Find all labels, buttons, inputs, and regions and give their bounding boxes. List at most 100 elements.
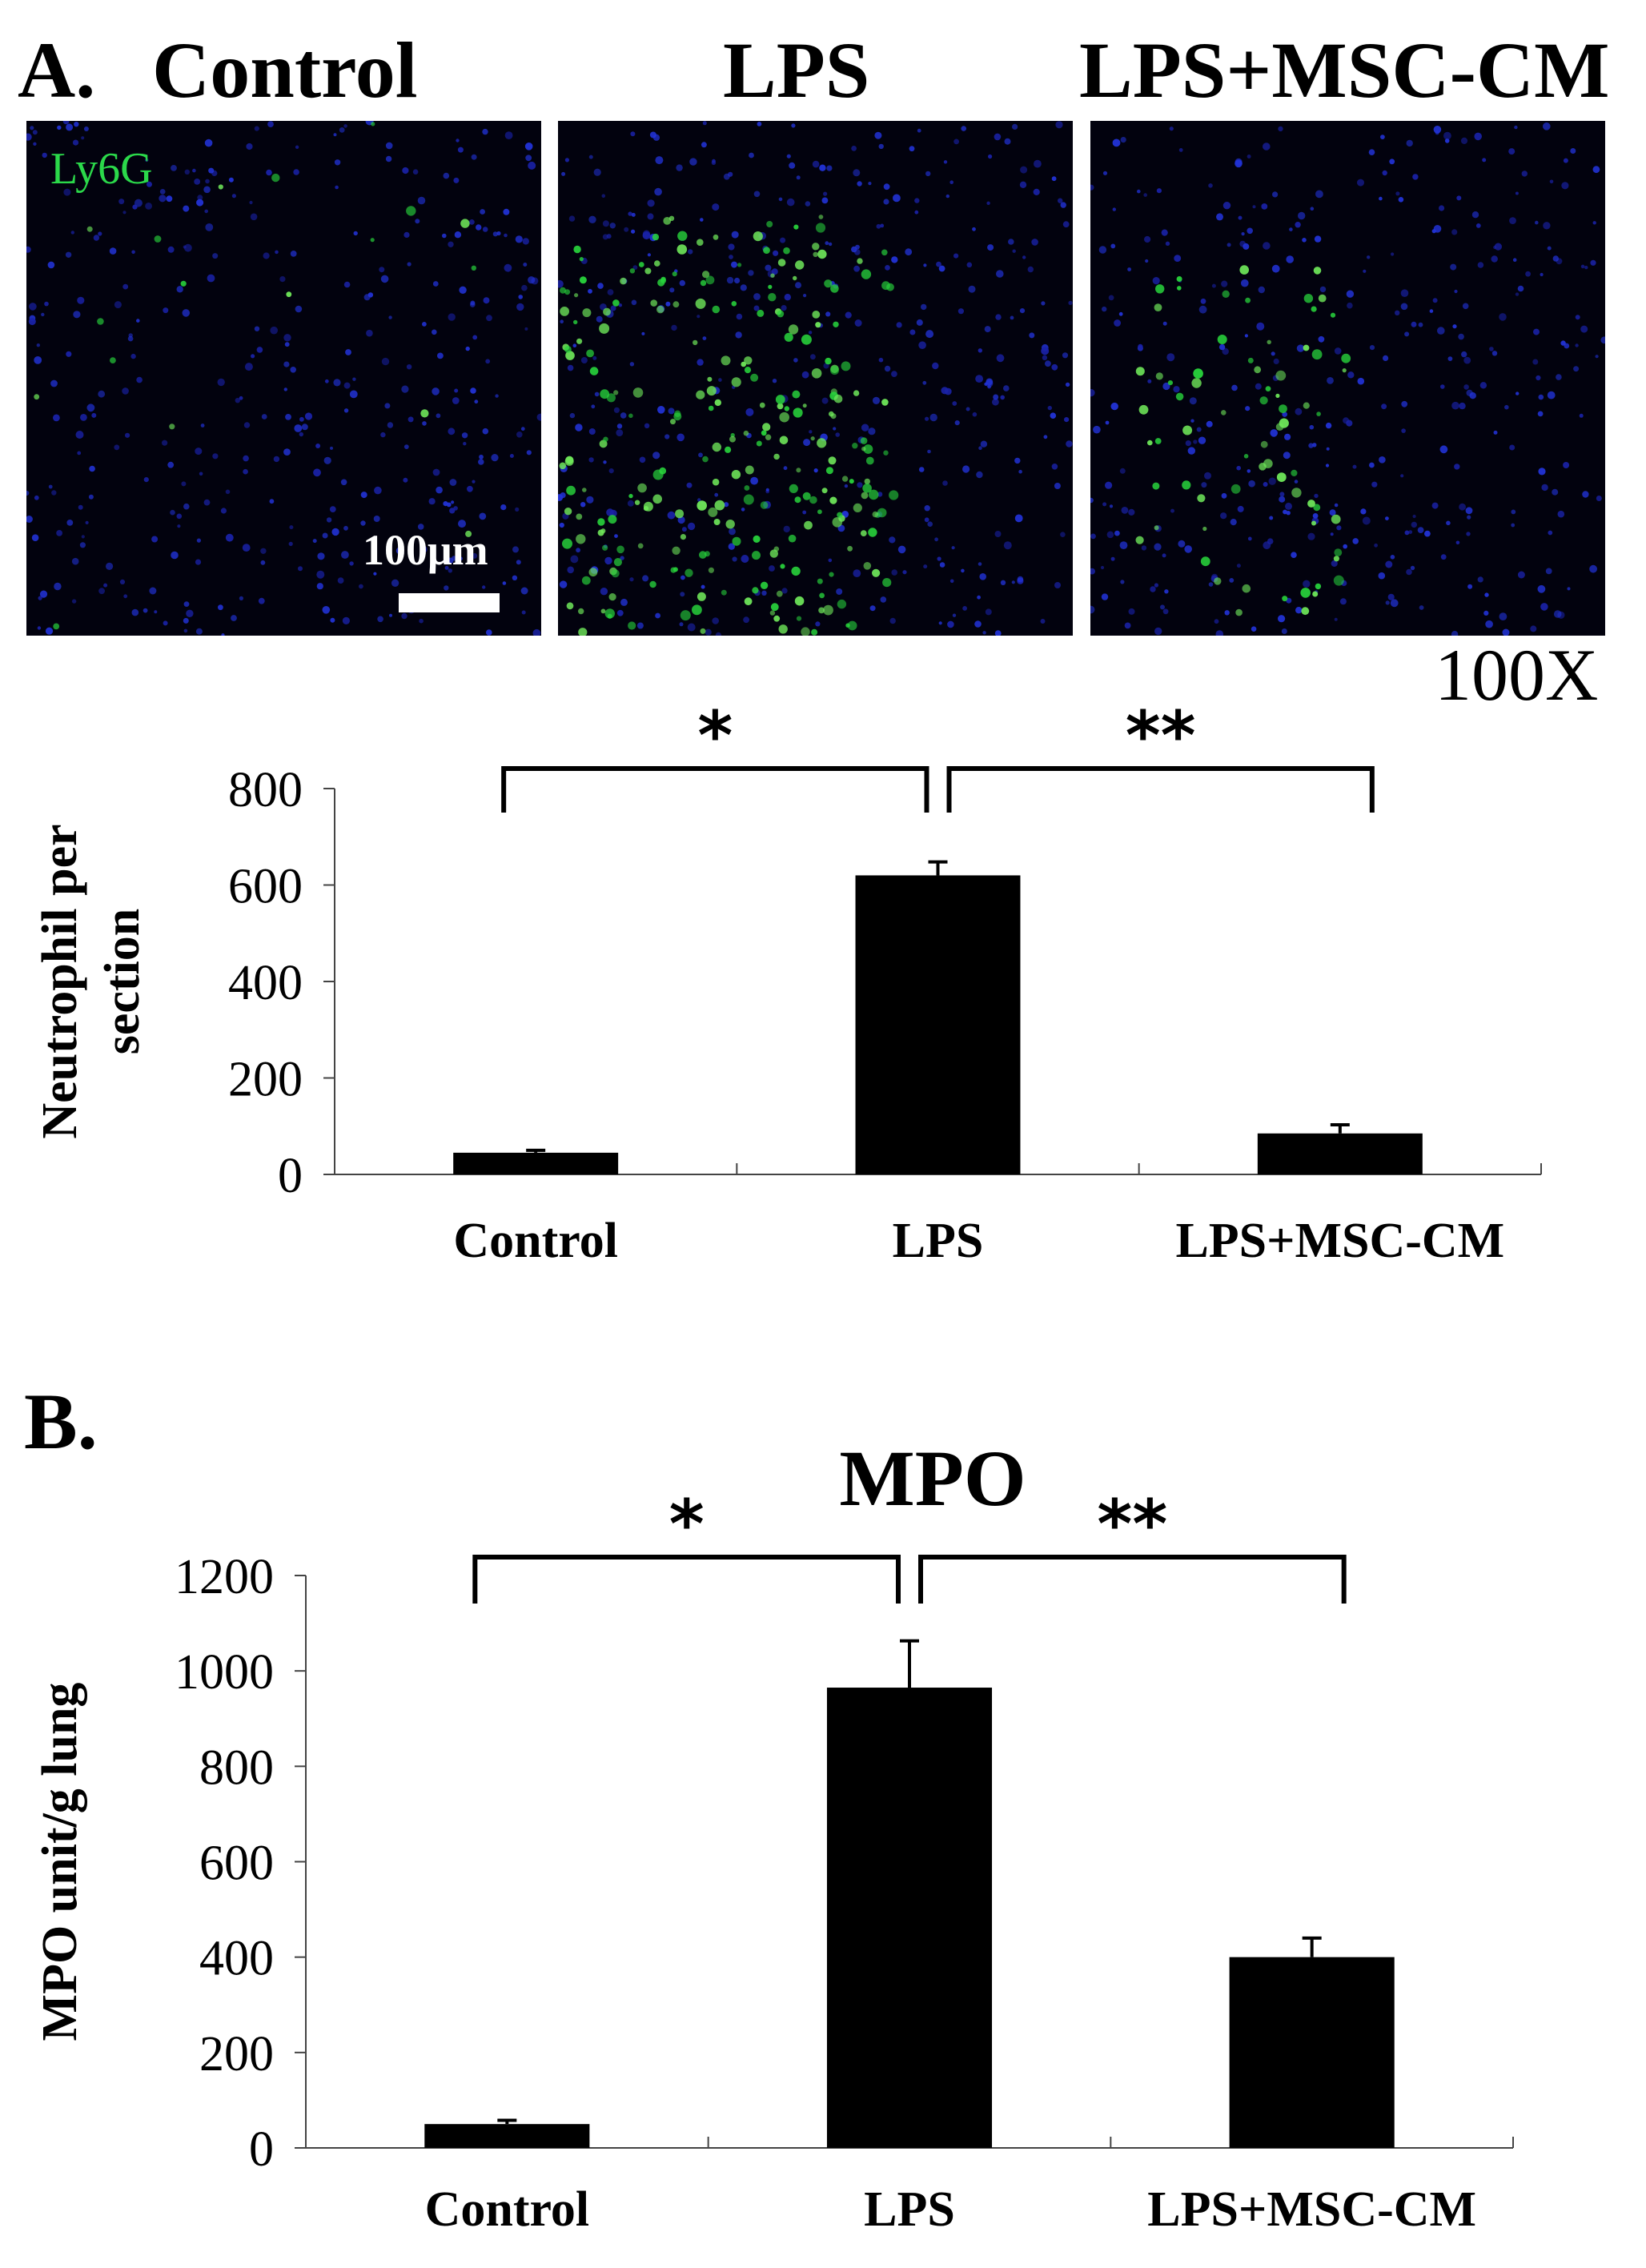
y-tick-label: 200 bbox=[199, 2027, 274, 2081]
nucleus-dot bbox=[937, 556, 941, 561]
nucleus-dot bbox=[1017, 576, 1024, 583]
nucleus-dot bbox=[359, 584, 363, 589]
nucleus-dot bbox=[561, 171, 566, 176]
nucleus-dot bbox=[196, 199, 204, 207]
ly6g-dot bbox=[629, 268, 636, 274]
nucleus-dot bbox=[874, 131, 882, 139]
ly6g-dot bbox=[573, 319, 578, 325]
nucleus-dot bbox=[478, 459, 484, 465]
nucleus-dot bbox=[457, 147, 464, 153]
nucleus-dot bbox=[986, 378, 994, 386]
nucleus-dot bbox=[1215, 630, 1224, 636]
nucleus-dot bbox=[176, 513, 183, 520]
nucleus-dot bbox=[676, 164, 683, 171]
nucleus-dot bbox=[482, 428, 489, 435]
neutrophil-chart-svg: 0 200 400 600 800 Neutrophil per section Contro… bbox=[33, 696, 1542, 1268]
ly6g-dot bbox=[775, 395, 785, 404]
nucleus-dot bbox=[649, 131, 656, 138]
nucleus-dot bbox=[1493, 245, 1497, 250]
nucleus-dot bbox=[98, 588, 105, 595]
nucleus-dot bbox=[1380, 134, 1385, 139]
ly6g-dot bbox=[565, 351, 575, 360]
category-label: LPS bbox=[893, 1214, 984, 1268]
nucleus-dot bbox=[1236, 465, 1241, 471]
ly6g-dot bbox=[849, 479, 854, 484]
nucleus-dot bbox=[1165, 241, 1170, 246]
nucleus-dot bbox=[380, 432, 386, 438]
nucleus-dot bbox=[258, 597, 265, 604]
nucleus-dot bbox=[1141, 545, 1147, 551]
ly6g-dot bbox=[744, 367, 752, 374]
ly6g-dot bbox=[779, 436, 789, 445]
nucleus-dot bbox=[1401, 428, 1406, 433]
nucleus-dot bbox=[459, 286, 467, 294]
nucleus-dot bbox=[715, 632, 721, 636]
category-label: LPS+MSC-CM bbox=[1147, 2182, 1476, 2237]
ly6g-dot bbox=[712, 478, 720, 486]
nucleus-dot bbox=[953, 138, 959, 145]
ly6g-dot bbox=[793, 224, 799, 230]
y-tick-label: 0 bbox=[278, 1149, 303, 1203]
nucleus-dot bbox=[197, 195, 203, 201]
nucleus-dot bbox=[1196, 427, 1202, 432]
nucleus-dot bbox=[825, 241, 829, 246]
ly6g-dot bbox=[731, 301, 737, 307]
ly6g-dot bbox=[1147, 440, 1153, 446]
ly6g-dot bbox=[616, 545, 624, 554]
nucleus-dot bbox=[1561, 182, 1569, 190]
nucleus-dot bbox=[702, 336, 707, 340]
ly6g-dot bbox=[766, 221, 773, 227]
panel-a-letter: A. bbox=[18, 26, 96, 114]
nucleus-dot bbox=[1553, 610, 1562, 618]
nucleus-dot bbox=[470, 387, 476, 394]
nucleus-dot bbox=[1499, 612, 1507, 620]
ly6g-dot bbox=[1154, 525, 1159, 531]
nucleus-dot bbox=[793, 358, 798, 363]
nucleus-dot bbox=[1494, 243, 1502, 251]
nucleus-dot bbox=[91, 412, 97, 418]
nucleus-dot bbox=[273, 456, 280, 463]
nucleus-dot bbox=[1482, 158, 1487, 163]
nucleus-dot bbox=[629, 577, 634, 582]
nucleus-dot bbox=[559, 580, 568, 588]
ly6g-dot bbox=[1265, 386, 1271, 391]
nucleus-dot bbox=[736, 313, 743, 320]
nucleus-dot bbox=[1020, 166, 1028, 174]
nucleus-dot bbox=[388, 315, 392, 319]
nucleus-dot bbox=[56, 530, 62, 536]
nucleus-dot bbox=[432, 329, 437, 335]
nucleus-dot bbox=[934, 537, 938, 542]
nucleus-dot bbox=[1154, 627, 1162, 636]
ly6g-dot bbox=[559, 462, 567, 470]
ly6g-dot bbox=[697, 239, 704, 246]
nucleus-dot bbox=[260, 548, 267, 554]
nucleus-dot bbox=[741, 508, 745, 512]
nucleus-dot bbox=[1010, 315, 1014, 320]
nucleus-dot bbox=[1291, 552, 1297, 558]
nucleus-dot bbox=[1463, 356, 1471, 364]
ly6g-dot bbox=[721, 355, 731, 366]
nucleus-dot bbox=[1475, 223, 1481, 228]
nucleus-dot bbox=[1216, 213, 1223, 221]
nucleus-dot bbox=[616, 423, 623, 429]
ly6g-dot bbox=[564, 346, 572, 353]
nucleus-dot bbox=[778, 197, 783, 202]
nucleus-dot bbox=[853, 265, 860, 272]
nucleus-dot bbox=[154, 610, 158, 614]
ly6g-dot bbox=[582, 488, 587, 492]
nucleus-dot bbox=[1222, 202, 1231, 210]
nucleus-dot bbox=[795, 282, 801, 289]
nucleus-dot bbox=[118, 199, 125, 205]
nucleus-dot bbox=[130, 353, 136, 359]
ly6g-dot bbox=[1311, 349, 1323, 360]
nucleus-dot bbox=[1198, 305, 1207, 314]
nucleus-dot bbox=[731, 231, 739, 239]
nucleus-dot bbox=[893, 194, 901, 203]
nucleus-dot bbox=[1362, 516, 1371, 525]
nucleus-dot bbox=[1312, 513, 1319, 519]
nucleus-dot bbox=[801, 371, 809, 379]
nucleus-dot bbox=[312, 539, 317, 544]
nucleus-dot bbox=[712, 203, 720, 211]
y-tick-label: 0 bbox=[249, 2122, 274, 2177]
nucleus-dot bbox=[996, 354, 1005, 363]
